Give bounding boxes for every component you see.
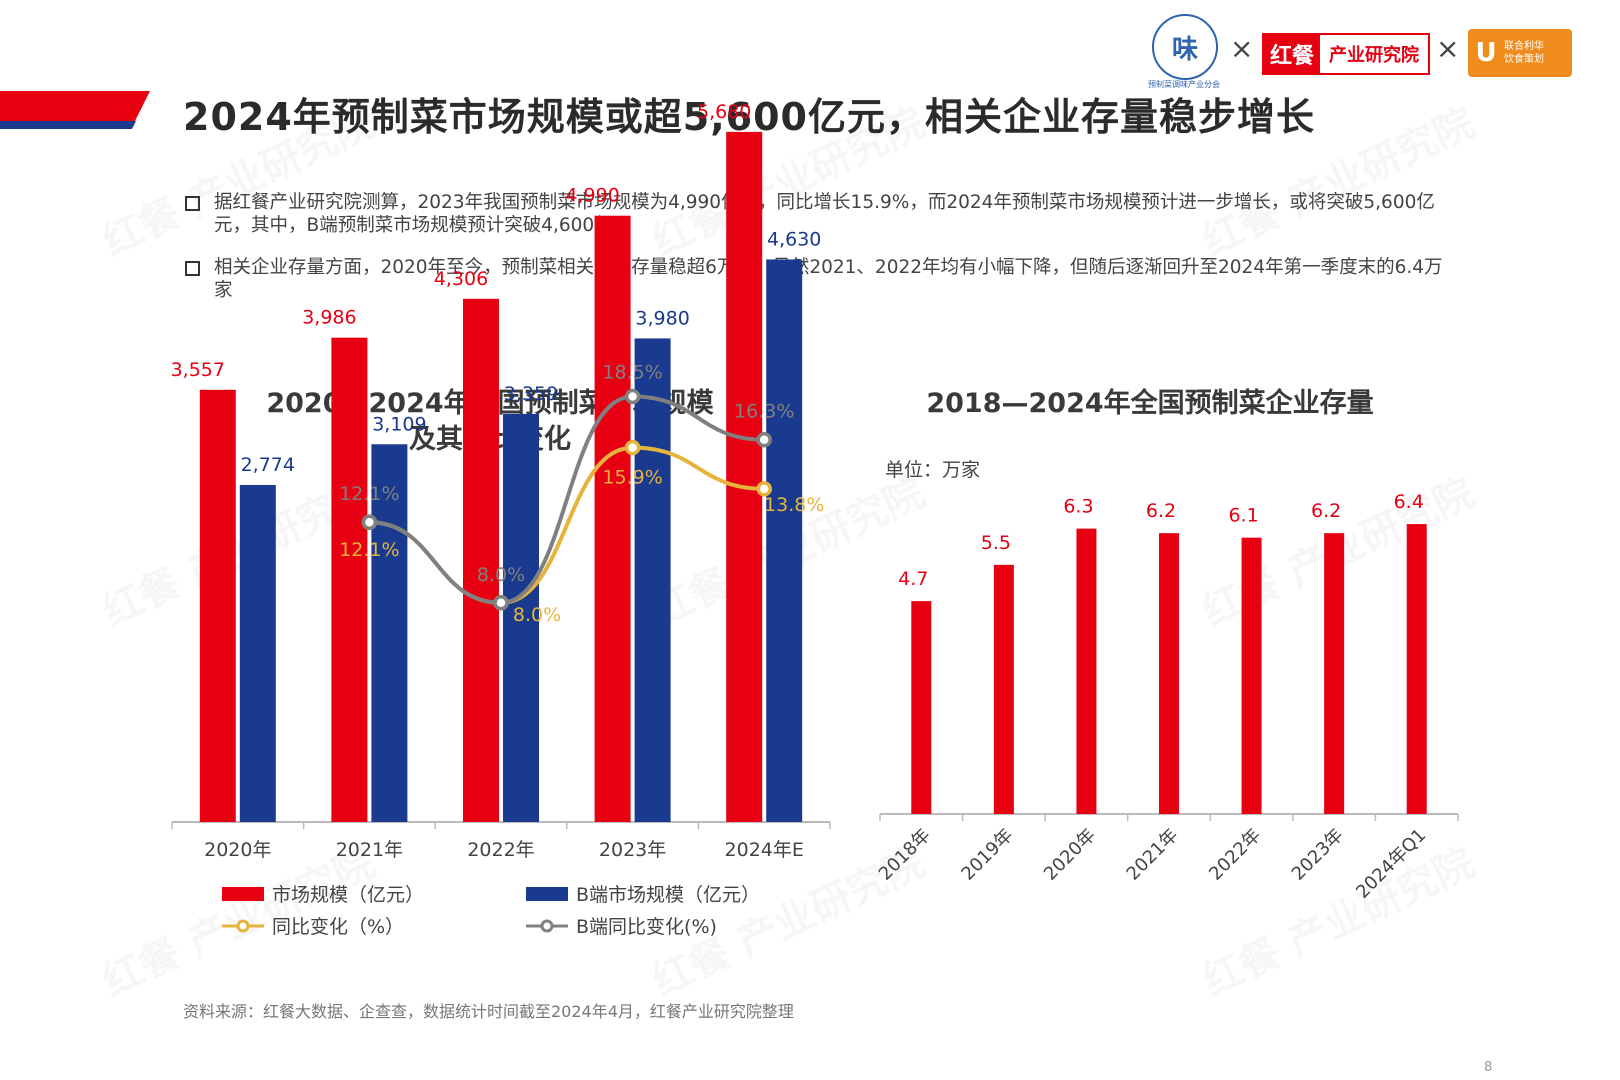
unilever-text-2: 饮食策划 [1504,54,1544,65]
bar-label-market: 4,990 [565,185,619,207]
bar-enterprise-stock [911,601,932,814]
square-bullet-icon [185,196,200,211]
hongcan-mark: 红餐 [1264,35,1320,73]
hongcan-text: 产业研究院 [1329,45,1419,66]
legend-line-gold-icon [222,919,264,932]
legend-item-yoy: 同比变化（%） [222,912,404,939]
line-b-yoy-label: 12.1% [339,483,399,505]
association-seal-logo: 味 [1152,14,1218,80]
line-yoy-label: 13.8% [764,494,824,516]
bar-label-b-market: 2,774 [241,454,295,476]
line-b-yoy-label: 16.3% [734,401,794,423]
bar-label-enterprise: 6.2 [1146,500,1176,522]
legend-item-b-market: B端市场规模（亿元） [526,880,760,907]
bar-market-size [331,337,368,822]
bar-label-market: 5,680 [697,101,751,123]
chart2-x-tick-label: 2024年Q1 [1352,825,1430,903]
header-stripe-red [0,91,150,121]
bar-label-enterprise: 6.4 [1394,491,1424,513]
legend-swatch-red [222,886,264,901]
chart2-x-tick-label: 2018年 [875,825,935,885]
chart2-x-tick-label: 2021年 [1123,825,1183,885]
bar-enterprise-stock [993,564,1014,814]
bar-b-market-size [371,444,408,822]
bar-enterprise-stock [1324,533,1345,814]
line-yoy-point [756,481,772,497]
bar-b-market-size [239,484,276,822]
source-note: 资料来源：红餐大数据、企查查，数据统计时间截至2024年4月，红餐产业研究院整理 [183,1002,794,1021]
unilever-text-1: 联合利华 [1504,41,1544,52]
bar-label-market: 4,306 [434,268,488,290]
chart2-x-tick-label: 2022年 [1205,825,1265,885]
chart2-unit-label: 单位：万家 [885,459,981,481]
header-stripe-blue [0,121,136,129]
line-yoy-label: 15.9% [602,467,662,489]
bar-label-market: 3,557 [171,359,225,381]
chart2-x-tick-label: 2023年 [1288,825,1348,885]
bar-market-size [199,389,236,822]
line-yoy-point [624,439,641,456]
bar-label-b-market: 4,630 [767,228,821,250]
bar-market-size [726,131,763,822]
bar-b-market-size [634,338,671,822]
bar-market-size [463,298,499,822]
hongcan-logo: 红餐 产业研究院 [1262,33,1430,75]
chart1-x-tick-label: 2022年 [467,839,534,861]
unilever-mark: U [1475,38,1497,68]
line-b-yoy [369,394,765,605]
line-b-yoy-point [624,388,641,405]
line-yoy-label: 8.0% [513,604,561,626]
line-b-yoy-label: 8.0% [477,564,525,586]
chart2-x-tick-label: 2019年 [957,825,1017,885]
cross-icon: × [1230,32,1254,65]
chart1-x-tick-label: 2021年 [336,839,403,861]
bar-label-b-market: 3,109 [372,413,426,435]
bar-b-market-size [766,259,803,823]
association-caption: 预制菜调味产业分会 [1148,80,1220,89]
square-bullet-icon [185,261,200,276]
bullet-item: 相关企业存量方面，2020年至今，预制菜相关企业存量稳超6万家，虽然2021、2… [185,256,1450,302]
page-number: 8 [1484,1060,1493,1075]
bar-b-market-size [503,413,539,822]
chart2-title: 2018—2024年全国预制菜企业存量 [926,388,1374,419]
bar-enterprise-stock [1406,524,1427,814]
unilever-logo: U 联合利华 饮食策划 [1468,29,1572,77]
bar-label-market: 3,986 [302,307,356,329]
bar-label-b-market: 3,359 [504,383,558,405]
bar-label-b-market: 3,980 [635,307,689,329]
bar-enterprise-stock [1076,528,1097,814]
bar-label-enterprise: 6.3 [1063,496,1093,518]
line-yoy-label: 12.1% [339,539,399,561]
legend-swatch-navy [526,886,568,901]
bar-enterprise-stock [1241,537,1262,814]
chart1-x-tick-label: 2023年 [599,839,666,861]
legend-item-market: 市场规模（亿元） [222,880,424,907]
chart1-x-tick-label: 2020年 [204,839,271,861]
cross-icon: × [1436,32,1460,65]
bar-label-enterprise: 6.1 [1228,505,1258,527]
page-title: 2024年预制菜市场规模或超5,600亿元，相关企业存量稳步增长 [183,95,1315,139]
legend-item-b-yoy: B端同比变化(%) [526,912,717,939]
bar-label-enterprise: 6.2 [1311,500,1341,522]
bullet-item: 据红餐产业研究院测算，2023年我国预制菜市场规模为4,990亿元，同比增长15… [185,191,1450,237]
bar-enterprise-stock [1159,533,1179,814]
chart1-x-tick-label: 2024年E [725,839,804,861]
bar-market-size [594,215,631,823]
line-yoy [369,445,765,605]
line-b-yoy-point [361,514,378,530]
line-b-yoy-point [493,595,509,611]
bar-label-enterprise: 4.7 [898,568,928,590]
chart2-x-tick-label: 2020年 [1040,825,1100,885]
line-b-yoy-label: 18.5% [602,361,662,383]
bar-label-enterprise: 5.5 [981,532,1011,554]
line-b-yoy-point [756,431,772,448]
legend-line-gray-icon [526,919,568,932]
